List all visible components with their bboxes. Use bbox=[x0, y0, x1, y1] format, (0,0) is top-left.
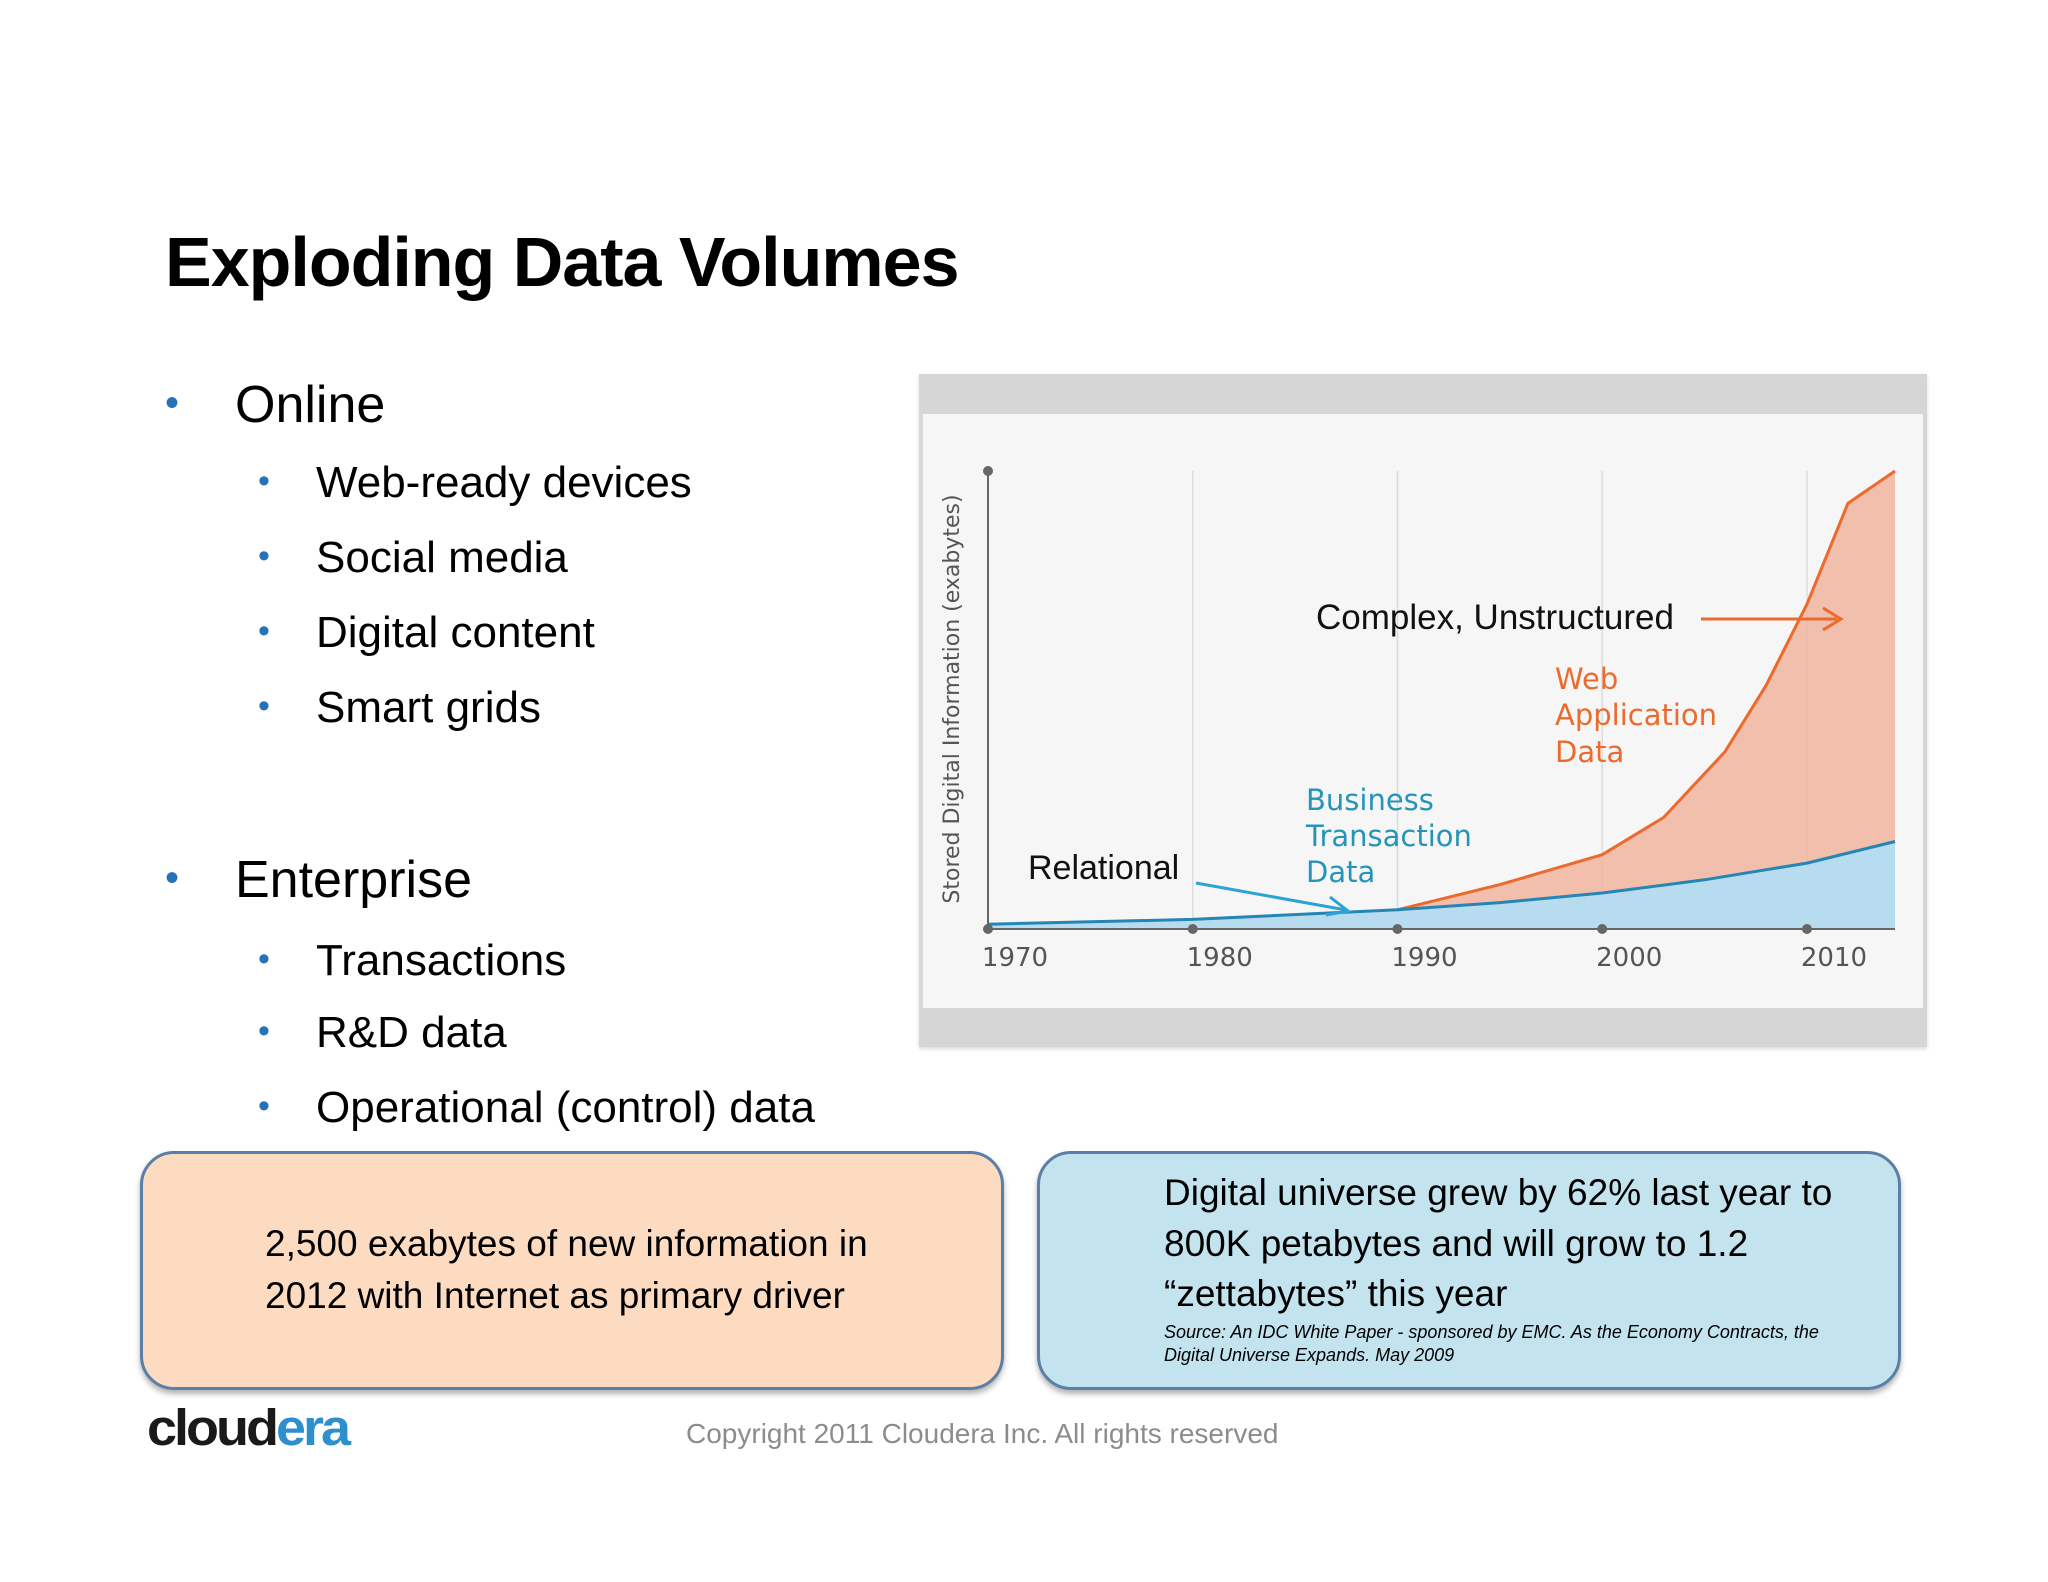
x-tick-label: 2000 bbox=[1596, 943, 1662, 973]
bullet-dot-icon: • bbox=[258, 537, 270, 575]
bullet-label: Online bbox=[235, 376, 386, 434]
y-axis-end-dot bbox=[983, 466, 993, 476]
web-application-data-area bbox=[1397, 471, 1895, 910]
x-tick-dot bbox=[983, 924, 993, 934]
annotation-business-line-3: Data bbox=[1306, 855, 1375, 889]
business-transaction-data-line bbox=[987, 840, 1896, 926]
bullet-enterprise: • Enterprise bbox=[165, 850, 472, 910]
x-tick-label: 1980 bbox=[1187, 943, 1253, 973]
callout-line: Digital universe grew by 62% last year t… bbox=[1164, 1172, 1833, 1213]
cloudera-logo: cloudera bbox=[147, 1399, 351, 1457]
sub-bullet: • Smart grids bbox=[258, 683, 541, 733]
data-growth-chart: 1970 1980 1990 2000 2010 Stored Digital Info… bbox=[940, 466, 1896, 973]
bullet-dot-icon: • bbox=[165, 381, 180, 425]
relational-arrow-line bbox=[1195, 881, 1347, 912]
bullet-label: Digital content bbox=[316, 608, 595, 657]
bullet-online: • Online bbox=[165, 375, 386, 435]
callout-line: 2012 with Internet as primary driver bbox=[265, 1275, 845, 1316]
y-axis-label: Stored Digital Information (exabytes) bbox=[940, 494, 965, 903]
slide-title: Exploding Data Volumes bbox=[165, 223, 959, 301]
callout-line: “zettabytes” this year bbox=[1164, 1273, 1508, 1314]
copyright-notice: Copyright 2011 Cloudera Inc. All rights … bbox=[686, 1418, 1279, 1449]
annotation-web-line-3: Data bbox=[1555, 735, 1624, 769]
bullet-label: Operational (control) data bbox=[316, 1083, 815, 1132]
annotation-complex-unstructured: Complex, Unstructured bbox=[1316, 598, 1674, 637]
x-tick-dot bbox=[1187, 924, 1198, 934]
bullet-label: R&D data bbox=[316, 1008, 507, 1057]
relational-arrow-icon bbox=[1325, 895, 1352, 917]
business-transaction-data-area bbox=[988, 841, 1895, 929]
annotation-web-line-2: Application bbox=[1555, 698, 1717, 732]
bullet-dot-icon: • bbox=[258, 1087, 270, 1125]
bullet-dot-icon: • bbox=[258, 940, 270, 978]
sub-bullet: • Web-ready devices bbox=[258, 458, 692, 508]
bullet-label: Smart grids bbox=[316, 683, 541, 732]
x-tick-label: 1970 bbox=[982, 943, 1048, 973]
bullet-label: Transactions bbox=[316, 936, 567, 985]
bullet-dot-icon: • bbox=[258, 612, 270, 650]
x-tick-dot bbox=[1801, 924, 1812, 934]
callout-line: 800K petabytes and will grow to 1.2 bbox=[1164, 1223, 1749, 1264]
bullet-label: Social media bbox=[316, 533, 568, 582]
bullet-dot-icon: • bbox=[258, 687, 270, 725]
bullet-dot-icon: • bbox=[258, 462, 270, 500]
callout-line: 2,500 exabytes of new information in bbox=[265, 1223, 868, 1264]
x-tick-dot bbox=[1597, 924, 1608, 934]
complex-arrow-icon bbox=[1822, 606, 1844, 632]
annotation-web-line-1: Web bbox=[1555, 662, 1618, 696]
bullet-label: Web-ready devices bbox=[316, 458, 692, 507]
bullet-dot-icon: • bbox=[165, 856, 180, 900]
source-citation-line: Digital Universe Expands. May 2009 bbox=[1164, 1345, 1455, 1365]
sub-bullet: • R&D data bbox=[258, 1008, 507, 1058]
annotation-relational: Relational bbox=[1028, 849, 1179, 887]
x-tick-label: 1990 bbox=[1391, 943, 1457, 973]
source-citation-line: Source: An IDC White Paper - sponsored b… bbox=[1164, 1322, 1819, 1342]
sub-bullet: • Digital content bbox=[258, 608, 595, 658]
web-application-data-line bbox=[1397, 469, 1896, 912]
annotation-business-line-1: Business bbox=[1306, 783, 1434, 817]
annotation-business-line-2: Transaction bbox=[1305, 819, 1472, 853]
callout-digital-universe: Digital universe grew by 62% last year t… bbox=[1037, 1151, 1901, 1390]
bullet-dot-icon: • bbox=[258, 1012, 270, 1050]
bullet-label: Enterprise bbox=[235, 851, 472, 909]
x-tick-dot bbox=[1392, 924, 1403, 934]
x-tick-label: 2010 bbox=[1801, 943, 1867, 973]
sub-bullet: • Operational (control) data bbox=[258, 1083, 815, 1133]
callout-new-information: 2,500 exabytes of new information in 201… bbox=[140, 1151, 1004, 1390]
sub-bullet: • Social media bbox=[258, 533, 568, 583]
sub-bullet: • Transactions bbox=[258, 936, 567, 986]
